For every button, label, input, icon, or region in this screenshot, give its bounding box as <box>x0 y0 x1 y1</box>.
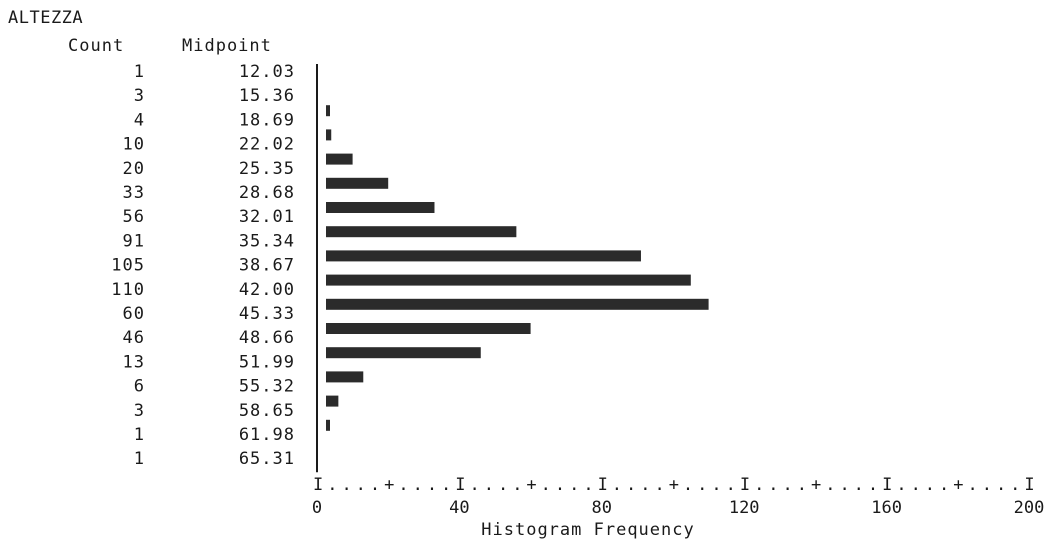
count-label: 91 <box>123 231 145 251</box>
count-label: 105 <box>111 256 145 276</box>
midpoint-label: 35.34 <box>239 231 295 251</box>
count-label: 33 <box>123 183 145 203</box>
x-axis-ruler: I....+....I....+....I....+....I....+....… <box>313 475 1035 495</box>
midpoint-label: 42.00 <box>239 280 295 300</box>
count-label: 3 <box>134 401 145 421</box>
midpoint-label: 18.69 <box>239 110 295 130</box>
midpoint-label: 28.68 <box>239 183 295 203</box>
histogram-bar <box>326 298 709 310</box>
midpoint-label: 15.36 <box>239 86 295 106</box>
histogram-bar <box>326 153 353 165</box>
count-column-header: Count <box>68 36 125 56</box>
x-tick-label: 80 <box>592 498 612 518</box>
x-axis-label: Histogram Frequency <box>481 520 694 540</box>
x-tick-label: 120 <box>729 498 760 518</box>
histogram-bar <box>326 371 364 383</box>
histogram-bar <box>326 419 330 431</box>
count-label: 60 <box>123 304 145 324</box>
count-label: 46 <box>123 328 145 348</box>
chart-title: ALTEZZA <box>8 8 84 28</box>
midpoint-label: 58.65 <box>239 401 295 421</box>
histogram-bar <box>326 226 517 238</box>
histogram-bar <box>326 347 481 359</box>
histogram-bar <box>326 177 389 189</box>
midpoint-label: 61.98 <box>239 425 295 445</box>
x-tick-labels: 0 40 80 120 160 200 <box>312 498 1044 518</box>
count-label: 1 <box>134 62 145 82</box>
count-label: 1 <box>134 449 145 469</box>
histogram-bar <box>326 129 332 141</box>
count-label: 6 <box>134 377 145 397</box>
histogram-bar <box>326 105 330 117</box>
histogram-bar <box>326 323 531 334</box>
count-label: 110 <box>111 280 145 300</box>
x-tick-label: 160 <box>871 498 902 518</box>
midpoint-label: 51.99 <box>239 352 295 372</box>
count-label: 20 <box>123 159 145 179</box>
count-label: 3 <box>134 86 145 106</box>
histogram-bars <box>326 105 709 431</box>
midpoint-label: 65.31 <box>239 449 295 469</box>
count-label: 1 <box>134 425 145 445</box>
midpoint-label: 12.03 <box>239 62 295 82</box>
midpoint-label: 55.32 <box>239 377 295 397</box>
count-label: 4 <box>134 110 145 130</box>
x-tick-label: 40 <box>449 498 469 518</box>
histogram-bar <box>326 274 691 286</box>
count-label: 13 <box>123 352 145 372</box>
midpoint-label: 25.35 <box>239 159 295 179</box>
midpoint-label: 32.01 <box>239 207 295 227</box>
midpoint-label: 22.02 <box>239 135 295 155</box>
midpoint-label: 45.33 <box>239 304 295 324</box>
x-tick-label: 0 <box>312 498 322 518</box>
histogram-bar <box>326 202 435 213</box>
midpoint-label: 48.66 <box>239 328 295 348</box>
count-label: 10 <box>123 135 145 155</box>
histogram-bar <box>326 250 641 262</box>
midpoint-column-header: Midpoint <box>182 36 272 56</box>
midpoint-label: 38.67 <box>239 256 295 276</box>
count-label: 56 <box>123 207 145 227</box>
x-tick-label: 200 <box>1014 498 1044 518</box>
midpoint-labels: 12.03 15.36 18.69 22.02 25.35 28.68 32.01 35.34… <box>239 62 295 469</box>
histogram-bar <box>326 395 339 407</box>
